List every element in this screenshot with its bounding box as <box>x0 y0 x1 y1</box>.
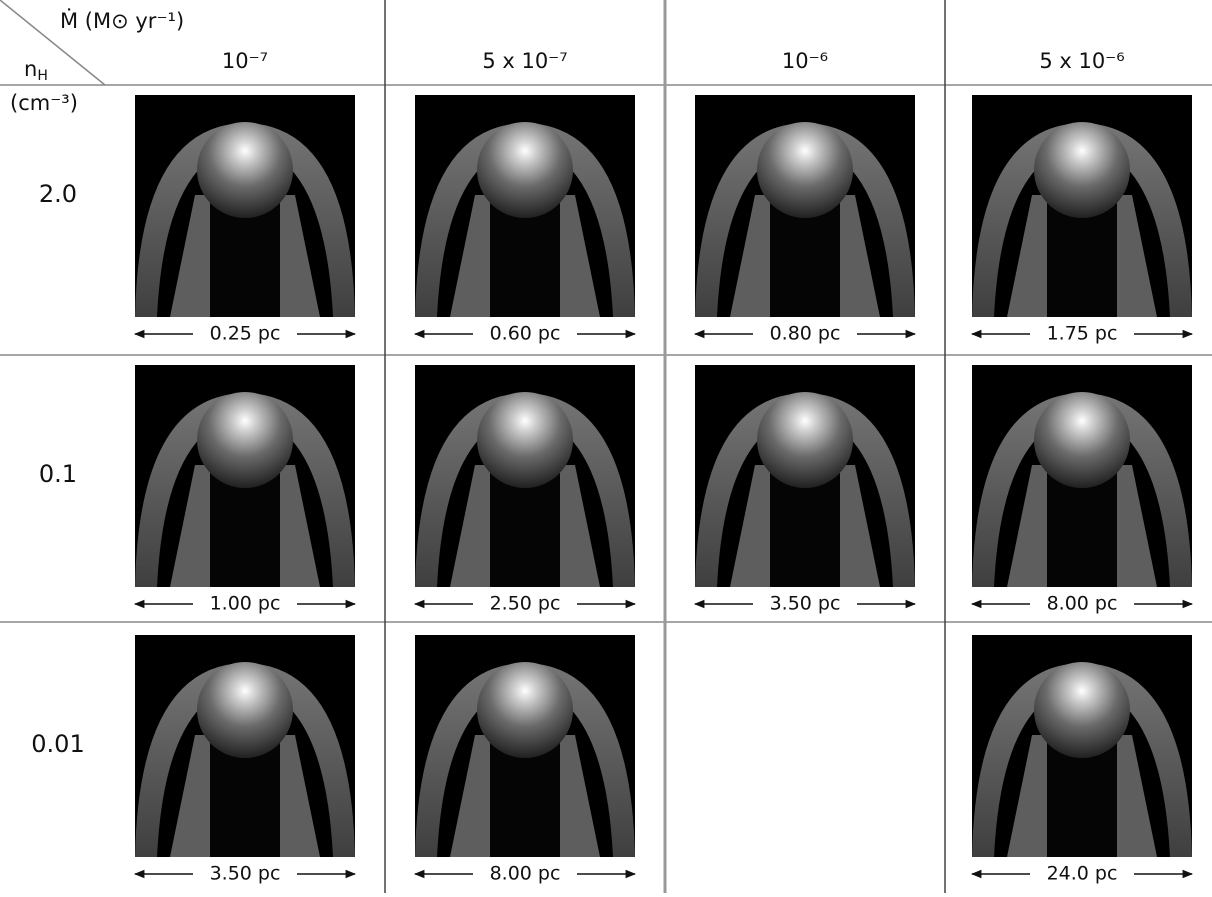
star-sphere <box>477 662 573 758</box>
star-sphere <box>477 122 573 218</box>
star-sphere <box>1034 662 1130 758</box>
scale-label: 0.60 pc <box>490 323 561 345</box>
star-sphere <box>197 662 293 758</box>
simulation-image <box>415 365 635 587</box>
simulation-image <box>135 365 355 587</box>
star-sphere <box>197 392 293 488</box>
simulation-image <box>695 95 915 317</box>
column-header: 5 x 10⁻⁶ <box>1039 49 1124 73</box>
simulation-image <box>135 635 355 857</box>
simulation-image <box>135 95 355 317</box>
star-sphere <box>757 392 853 488</box>
row-label: 0.1 <box>39 460 77 488</box>
star-sphere <box>1034 122 1130 218</box>
star-sphere <box>757 122 853 218</box>
star-sphere <box>1034 392 1130 488</box>
simulation-image <box>695 365 915 587</box>
column-header: 5 x 10⁻⁷ <box>482 49 567 73</box>
column-header: 10⁻⁷ <box>222 49 268 73</box>
star-sphere <box>477 392 573 488</box>
column-header: 10⁻⁶ <box>782 49 828 73</box>
scale-label: 3.50 pc <box>770 593 841 615</box>
scale-label: 2.50 pc <box>490 593 561 615</box>
star-sphere <box>197 122 293 218</box>
row-label: 0.01 <box>31 730 84 758</box>
scale-label: 3.50 pc <box>210 863 281 885</box>
page: Ṁ (M⊙ yr⁻¹) nH (cm⁻³) 10⁻⁷ 5 x 10⁻⁷ 10⁻⁶ 5 … <box>0 0 1212 897</box>
figure: Ṁ (M⊙ yr⁻¹) nH (cm⁻³) 10⁻⁷ 5 x 10⁻⁷ 10⁻⁶ 5 … <box>0 0 1212 897</box>
row-axis-subscript: H <box>37 68 48 84</box>
row-axis-label: nH <box>24 57 48 84</box>
simulation-image <box>415 635 635 857</box>
scale-label: 1.75 pc <box>1047 323 1118 345</box>
column-axis-label: Ṁ (M⊙ yr⁻¹) <box>60 8 184 33</box>
simulation-image <box>972 95 1192 317</box>
scale-label: 24.0 pc <box>1047 863 1118 885</box>
scale-label: 0.80 pc <box>770 323 841 345</box>
scale-label: 0.25 pc <box>210 323 281 345</box>
row-axis-unit: (cm⁻³) <box>10 91 78 115</box>
row-axis-symbol: n <box>24 57 37 81</box>
scale-label: 1.00 pc <box>210 593 281 615</box>
row-label: 2.0 <box>39 180 77 208</box>
scale-label: 8.00 pc <box>490 863 561 885</box>
scale-label: 8.00 pc <box>1047 593 1118 615</box>
simulation-image <box>972 635 1192 857</box>
simulation-image <box>972 365 1192 587</box>
simulation-image <box>415 95 635 317</box>
